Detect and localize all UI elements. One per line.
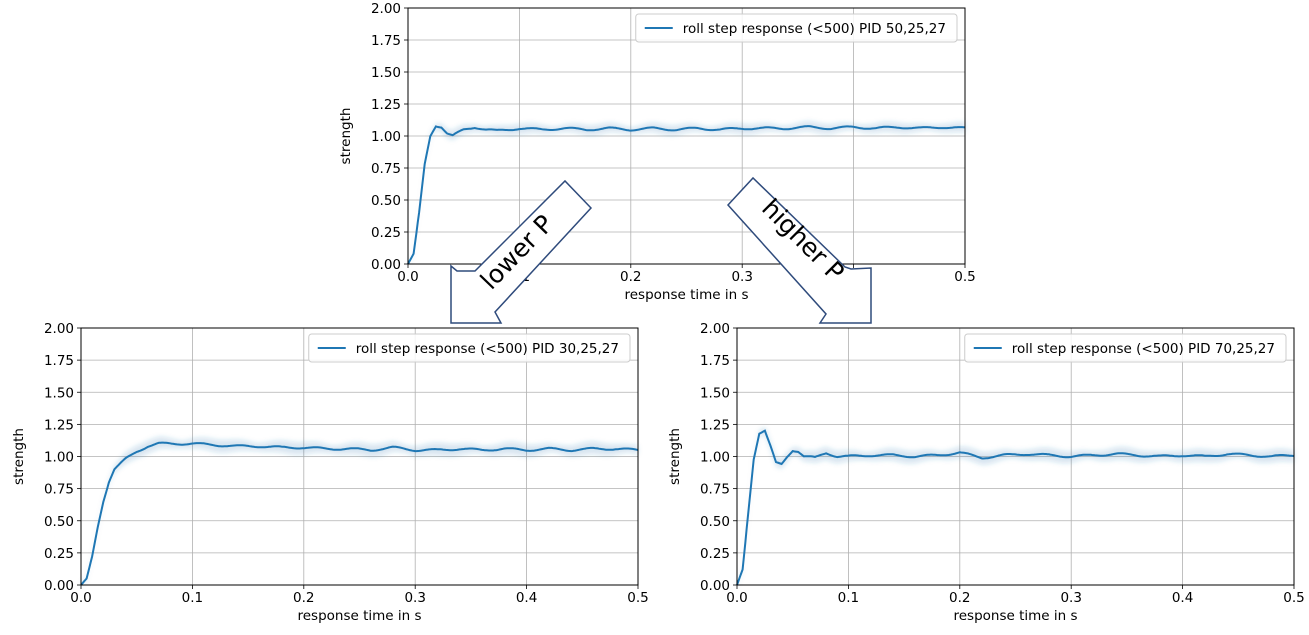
- lower-p-arrow-shape: [450, 179, 593, 324]
- x-tick-label: 0.3: [731, 269, 752, 285]
- y-tick-label: 1.50: [44, 385, 74, 401]
- y-axis-label: strength: [667, 428, 683, 485]
- x-axis-label: response time in s: [297, 608, 421, 624]
- chart-left: 0.0 0.1 0.2 0.3 0.4 0.5 0.00 0.25 0.50 0.75 1.00 1.…: [11, 321, 649, 624]
- y-tick-label: 1.50: [700, 385, 730, 401]
- x-tick-label: 0.0: [726, 590, 747, 606]
- x-tick-label: 0.2: [293, 590, 314, 606]
- axes-frame: [80, 327, 639, 586]
- y-tick-label: 2.00: [371, 1, 401, 17]
- x-tick-label: 0.1: [182, 590, 203, 606]
- legend-box: [964, 333, 1287, 363]
- x-axis-label: response time in s: [953, 608, 1077, 624]
- x-tick-label: 0.4: [516, 590, 537, 606]
- series-line: [407, 125, 966, 265]
- y-tick-label: 1.00: [371, 129, 401, 145]
- y-tick-label: 1.25: [700, 417, 730, 433]
- y-tick-label: 1.75: [700, 353, 730, 369]
- y-tick-label: 0.75: [700, 482, 730, 498]
- y-tick-label: 0.50: [44, 514, 74, 530]
- y-tick-label: 2.00: [700, 321, 730, 337]
- y-tick-label: 0.25: [371, 225, 401, 241]
- y-tick-label: 1.00: [44, 450, 74, 466]
- x-tick-label: 0.0: [397, 269, 418, 285]
- chart-right: 0.0 0.1 0.2 0.3 0.4 0.5 0.00 0.25 0.50 0.75 1.00 1.…: [667, 321, 1305, 624]
- legend-box: [635, 13, 958, 43]
- x-tick-label: 0.3: [1060, 590, 1081, 606]
- x-axis-label: response time in s: [624, 287, 748, 303]
- y-tick-label: 0.50: [371, 193, 401, 209]
- charts-layer: 0.0 0.1 0.2 0.3 0.4 0.5 0.00 0.25 0.50 0.75 1.00 1.…: [11, 1, 1305, 624]
- legend-label: roll step response (<500) PID 30,25,27: [356, 341, 619, 357]
- y-tick-label: 0.75: [44, 482, 74, 498]
- legend-box: [308, 333, 631, 363]
- legend: roll step response (<500) PID 70,25,27: [964, 333, 1287, 363]
- x-tick-label: 0.2: [949, 590, 970, 606]
- legend-label: roll step response (<500) PID 50,25,27: [683, 21, 946, 37]
- y-axis-label: strength: [338, 108, 354, 165]
- x-tick-label: 0.5: [954, 269, 975, 285]
- y-tick-label: 0.25: [700, 546, 730, 562]
- y-tick-label: 1.75: [371, 33, 401, 49]
- y-tick-label: 0.75: [371, 161, 401, 177]
- y-tick-label: 0.00: [700, 578, 730, 594]
- y-tick-label: 1.25: [371, 97, 401, 113]
- y-tick-label: 1.25: [44, 417, 74, 433]
- y-tick-label: 1.75: [44, 353, 74, 369]
- y-tick-label: 1.00: [700, 450, 730, 466]
- y-tick-label: 0.00: [44, 578, 74, 594]
- legend-label: roll step response (<500) PID 70,25,27: [1012, 341, 1275, 357]
- x-tick-label: 0.0: [70, 590, 91, 606]
- x-tick-label: 0.4: [1172, 590, 1193, 606]
- legend: roll step response (<500) PID 50,25,27: [635, 13, 958, 43]
- series-line: [736, 429, 1295, 586]
- x-tick-label: 0.5: [1283, 590, 1304, 606]
- higher-p-arrow-shape: [726, 176, 872, 324]
- legend: roll step response (<500) PID 30,25,27: [308, 333, 631, 363]
- y-tick-label: 0.25: [44, 546, 74, 562]
- axes-frame: [407, 7, 966, 265]
- y-axis-label: strength: [11, 428, 27, 485]
- x-tick-label: 0.5: [627, 590, 648, 606]
- y-tick-label: 0.50: [700, 514, 730, 530]
- axes-frame: [736, 327, 1295, 586]
- y-tick-label: 0.00: [371, 257, 401, 273]
- series-right: [736, 426, 1295, 587]
- x-tick-label: 0.2: [620, 269, 641, 285]
- series-top: [407, 121, 966, 265]
- series-left: [80, 436, 639, 587]
- x-tick-label: 0.3: [404, 590, 425, 606]
- y-tick-label: 1.50: [371, 65, 401, 81]
- y-tick-label: 2.00: [44, 321, 74, 337]
- series-line: [80, 441, 639, 586]
- chart-top: 0.00.10.20.30.40.50.000.250.500.751.001.…: [338, 1, 976, 303]
- x-tick-label: 0.1: [838, 590, 859, 606]
